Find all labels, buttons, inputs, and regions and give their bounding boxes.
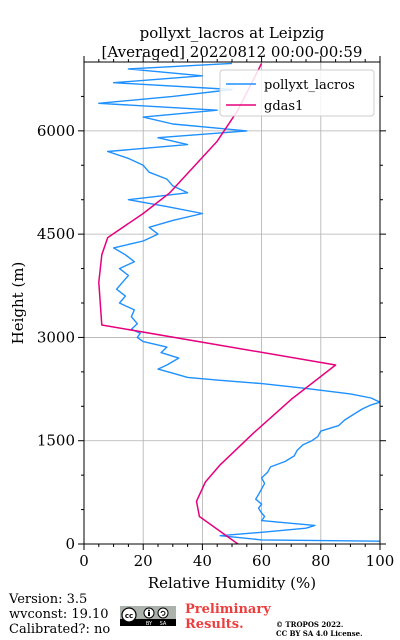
x-axis-label: Relative Humidity (%) <box>148 574 316 590</box>
chart-title: pollyxt_lacros at Leipzig <box>140 24 325 42</box>
y-tick-label: 6000 <box>37 122 75 140</box>
y-tick-label: 3000 <box>37 328 75 346</box>
svg-text:SA: SA <box>160 621 167 626</box>
legend-label-gdas1: gdas1 <box>264 99 303 114</box>
legend: pollyxt_lacros gdas1 <box>219 69 375 117</box>
plot-frame <box>83 61 381 545</box>
legend-label-pollyxt: pollyxt_lacros <box>264 78 355 93</box>
series-layer <box>98 62 380 544</box>
series-line-gdas1 <box>98 63 337 544</box>
y-tick-label: 1500 <box>37 432 75 450</box>
chart-subtitle: [Averaged] 20220812 00:00-00:59 <box>102 43 363 61</box>
svg-text:BY: BY <box>146 621 153 626</box>
legend-box <box>219 69 375 117</box>
copyright-note: © TROPOS 2022. CC BY SA 4.0 License. <box>276 620 363 638</box>
x-tick-label: 40 <box>193 552 212 570</box>
series-line-pollyxt-lacros <box>98 62 380 542</box>
y-axis-label: Height (m) <box>9 262 27 345</box>
x-tick-label: 20 <box>134 552 153 570</box>
humidity-profile-chart: pollyxt_lacros at Leipzig [Averaged] 202… <box>9 24 395 590</box>
svg-text:cc: cc <box>125 612 133 620</box>
x-tick-label: 80 <box>311 552 330 570</box>
x-tick-label: 60 <box>252 552 271 570</box>
wvconst-text: wvconst: 19.10 <box>9 607 109 622</box>
copyright-line-1: © TROPOS 2022. <box>276 620 344 629</box>
grid-lines <box>83 62 381 545</box>
y-tick-label: 4500 <box>37 225 75 243</box>
x-tick-label: 100 <box>366 552 395 570</box>
preliminary-results-note: Preliminary Results. <box>185 602 271 632</box>
copyright-line-2: CC BY SA 4.0 License. <box>276 629 363 638</box>
axis-ticks: 0 20 40 60 80 100 0 1500 3000 4500 6000 <box>37 56 395 570</box>
version-text: Version: 3.5 <box>9 592 88 607</box>
cc-by-sa-badge-icon: cc BY SA <box>120 606 176 626</box>
calibrated-text: Calibrated?: no <box>9 622 111 637</box>
y-tick-label: 0 <box>65 535 75 553</box>
x-tick-label: 0 <box>79 552 89 570</box>
